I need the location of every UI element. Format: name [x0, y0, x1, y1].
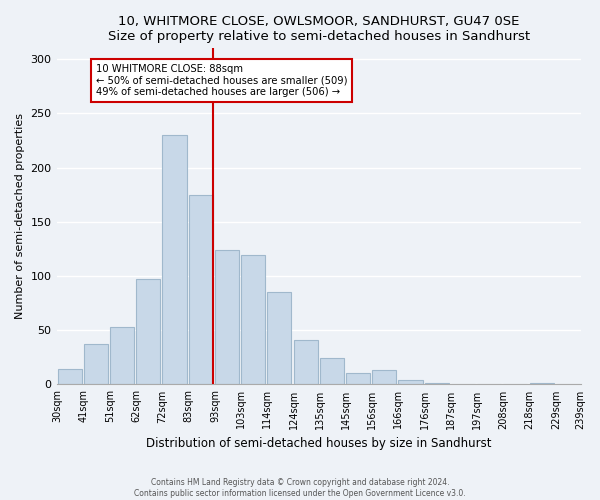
- Bar: [241, 256, 265, 384]
- Y-axis label: Number of semi-detached properties: Number of semi-detached properties: [15, 114, 25, 320]
- Bar: [346, 372, 370, 384]
- X-axis label: Distribution of semi-detached houses by size in Sandhurst: Distribution of semi-detached houses by …: [146, 437, 491, 450]
- Bar: [398, 380, 422, 384]
- Bar: [372, 370, 397, 384]
- Bar: [320, 358, 344, 384]
- Bar: [163, 135, 187, 384]
- Bar: [188, 194, 213, 384]
- Bar: [268, 292, 292, 384]
- Title: 10, WHITMORE CLOSE, OWLSMOOR, SANDHURST, GU47 0SE
Size of property relative to s: 10, WHITMORE CLOSE, OWLSMOOR, SANDHURST,…: [107, 15, 530, 43]
- Bar: [215, 250, 239, 384]
- Bar: [58, 370, 82, 384]
- Bar: [110, 327, 134, 384]
- Bar: [293, 340, 317, 384]
- Bar: [136, 280, 160, 384]
- Text: Contains HM Land Registry data © Crown copyright and database right 2024.
Contai: Contains HM Land Registry data © Crown c…: [134, 478, 466, 498]
- Text: 10 WHITMORE CLOSE: 88sqm
← 50% of semi-detached houses are smaller (509)
49% of : 10 WHITMORE CLOSE: 88sqm ← 50% of semi-d…: [96, 64, 347, 96]
- Bar: [84, 344, 108, 385]
